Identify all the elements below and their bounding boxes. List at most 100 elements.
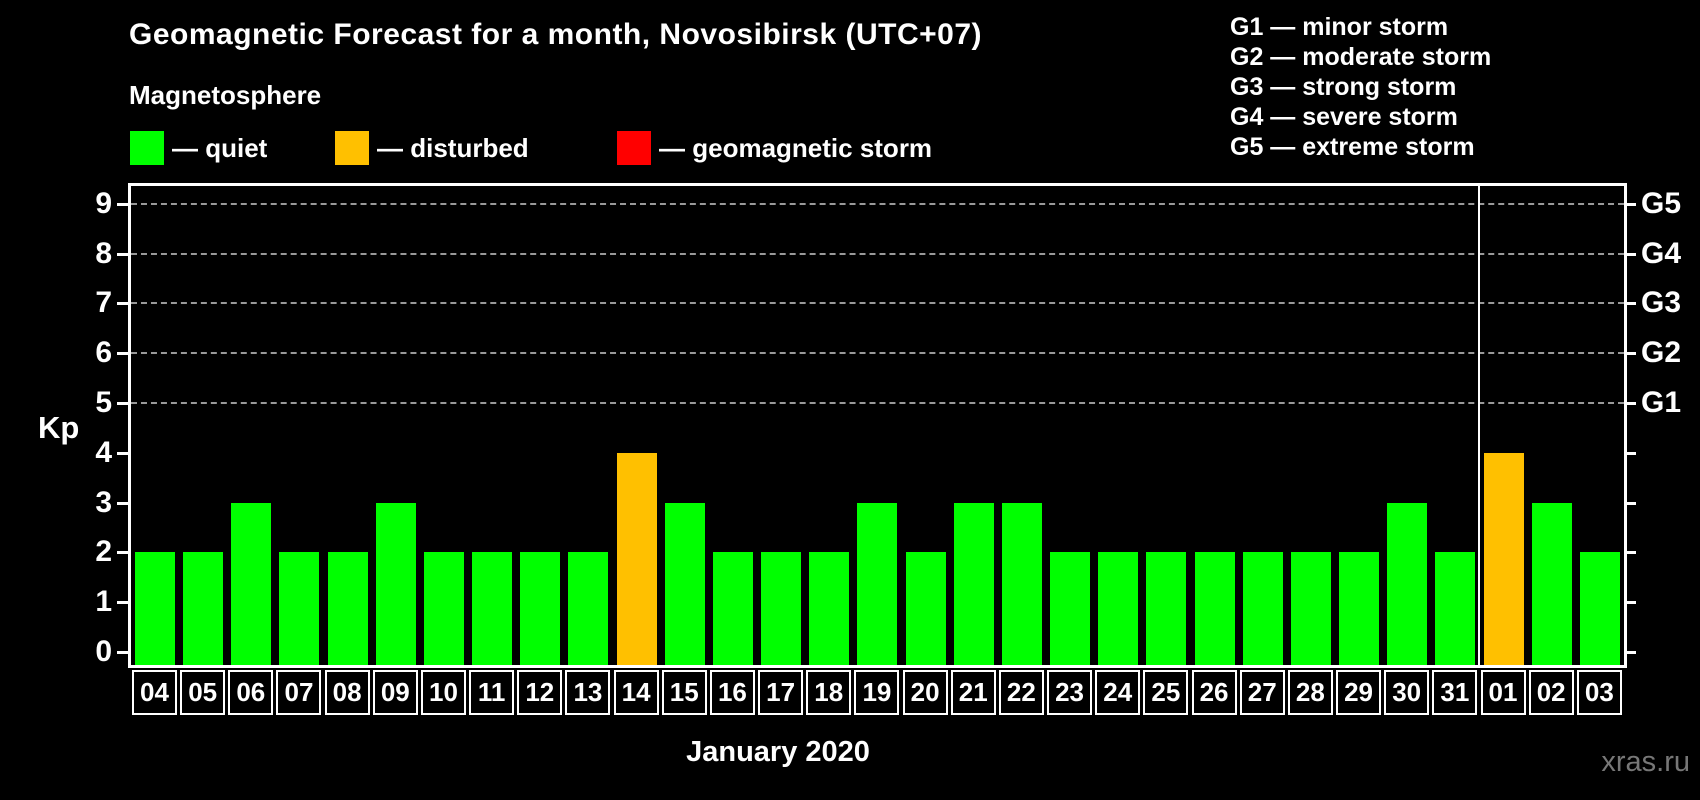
kp-bar-day-31 (1435, 552, 1476, 665)
kp-bar-day-06 (231, 502, 272, 665)
kp-bar-day-27 (1242, 552, 1283, 665)
date-cell-08: 08 (324, 670, 370, 715)
y-tick-label-4: 4 (95, 435, 112, 469)
date-cell-26: 26 (1191, 670, 1237, 715)
date-cell-07: 07 (276, 670, 322, 715)
kp-bar-day-29 (1339, 552, 1380, 665)
left-tick-kp2 (117, 551, 129, 555)
kp-bar-day-18 (809, 552, 850, 665)
date-cell-25: 25 (1143, 670, 1189, 715)
right-tick-kp4 (1624, 451, 1636, 455)
kp-bar-day-21 (953, 502, 994, 665)
y-tick-label-8: 8 (95, 236, 112, 270)
kp-bar-day-13 (568, 552, 609, 665)
plot-area (128, 183, 1627, 668)
kp-bar-day-16 (712, 552, 753, 665)
kp-bar-day-01 (1483, 452, 1524, 665)
date-cell-22: 22 (998, 670, 1044, 715)
kp-bar-day-10 (423, 552, 464, 665)
date-cell-03: 03 (1576, 670, 1622, 715)
left-tick-kp7 (117, 302, 129, 306)
left-tick-kp4 (117, 451, 129, 455)
storm-scale-g3: G3 — strong storm (1230, 73, 1457, 101)
right-tick-kp7 (1624, 302, 1636, 306)
storm-scale-g4: G4 — severe storm (1230, 103, 1458, 131)
kp-bar-day-30 (1387, 502, 1428, 665)
y-tick-label-5: 5 (95, 386, 112, 419)
quiet-swatch-icon (130, 131, 164, 165)
left-tick-kp3 (117, 501, 129, 505)
left-tick-kp6 (117, 352, 129, 356)
y-tick-label-9: 9 (95, 186, 112, 220)
kp-bar-day-09 (375, 502, 416, 665)
kp-bar-day-02 (1531, 502, 1572, 665)
storm-scale-legend: G1 — minor storm G2 — moderate storm G3 … (1230, 12, 1491, 162)
date-cell-16: 16 (709, 670, 755, 715)
date-cell-28: 28 (1287, 670, 1333, 715)
kp-bar-day-07 (279, 552, 320, 665)
date-cell-14: 14 (613, 670, 659, 715)
left-tick-kp5 (117, 402, 129, 405)
x-axis-title: January 2020 (686, 736, 870, 768)
plot-inner (131, 186, 1624, 665)
legend-label-storm: — geomagnetic storm (659, 133, 933, 163)
right-tick-kp3 (1624, 501, 1636, 505)
disturbed-swatch-icon (335, 131, 369, 165)
month-divider-line (1478, 186, 1481, 665)
y-axis-title: Kp (38, 410, 80, 445)
date-cell-02: 02 (1528, 670, 1574, 715)
storm-scale-g5: G5 — extreme storm (1230, 133, 1475, 161)
y-tick-label-7: 7 (95, 286, 112, 320)
legend-label-disturbed: — disturbed (377, 133, 529, 163)
storm-scale-g2: G2 — moderate storm (1230, 43, 1492, 71)
date-cell-04: 04 (132, 670, 177, 715)
date-cell-17: 17 (758, 670, 804, 715)
date-cell-05: 05 (180, 670, 226, 715)
y-tick-label-1: 1 (95, 585, 112, 619)
date-cell-09: 09 (372, 670, 418, 715)
date-cell-23: 23 (1047, 670, 1093, 715)
g-scale-label-g1: G1 (1641, 386, 1682, 419)
gridline-kp8 (131, 252, 1624, 255)
right-tick-kp8 (1624, 252, 1636, 256)
date-cell-10: 10 (420, 670, 466, 715)
legend: — quiet — disturbed — geomagnetic storm (0, 131, 1100, 165)
kp-bar-day-25 (1146, 552, 1187, 665)
date-cell-11: 11 (469, 670, 515, 715)
kp-bar-day-19 (857, 502, 898, 665)
g-scale-label-g4: G4 (1641, 236, 1682, 270)
y-tick-label-2: 2 (95, 535, 112, 569)
date-cell-06: 06 (228, 670, 274, 715)
legend-label-quiet: — quiet (172, 133, 268, 163)
storm-scale-g1: G1 — minor storm (1230, 13, 1449, 41)
y-tick-label-0: 0 (95, 635, 112, 668)
right-tick-kp9 (1624, 202, 1636, 206)
date-cell-24: 24 (1095, 670, 1141, 715)
y-tick-label-6: 6 (95, 336, 112, 370)
kp-bar-day-15 (664, 502, 705, 665)
right-tick-kp6 (1624, 352, 1636, 356)
kp-bar-day-28 (1290, 552, 1331, 665)
right-tick-kp1 (1624, 601, 1636, 605)
date-cell-13: 13 (565, 670, 611, 715)
left-tick-kp9 (117, 202, 129, 206)
watermark: xras.ru (1601, 746, 1690, 778)
date-cell-19: 19 (854, 670, 900, 715)
kp-bar-day-22 (1001, 502, 1042, 665)
kp-bar-day-11 (472, 552, 513, 665)
date-cell-01: 01 (1480, 670, 1526, 715)
kp-bar-day-24 (1098, 552, 1139, 665)
right-tick-kp0 (1624, 651, 1636, 654)
kp-bar-day-26 (1194, 552, 1235, 665)
g-scale-label-g5: G5 (1641, 186, 1682, 220)
date-cell-21: 21 (950, 670, 996, 715)
gridline-kp7 (131, 302, 1624, 305)
g-scale-label-g3: G3 (1641, 286, 1682, 320)
gridline-kp6 (131, 352, 1624, 355)
kp-bar-day-03 (1579, 552, 1620, 665)
kp-bar-day-05 (183, 552, 224, 665)
date-cell-27: 27 (1239, 670, 1285, 715)
magnetosphere-label: Magnetosphere (129, 80, 322, 110)
gridline-kp9 (131, 202, 1624, 205)
